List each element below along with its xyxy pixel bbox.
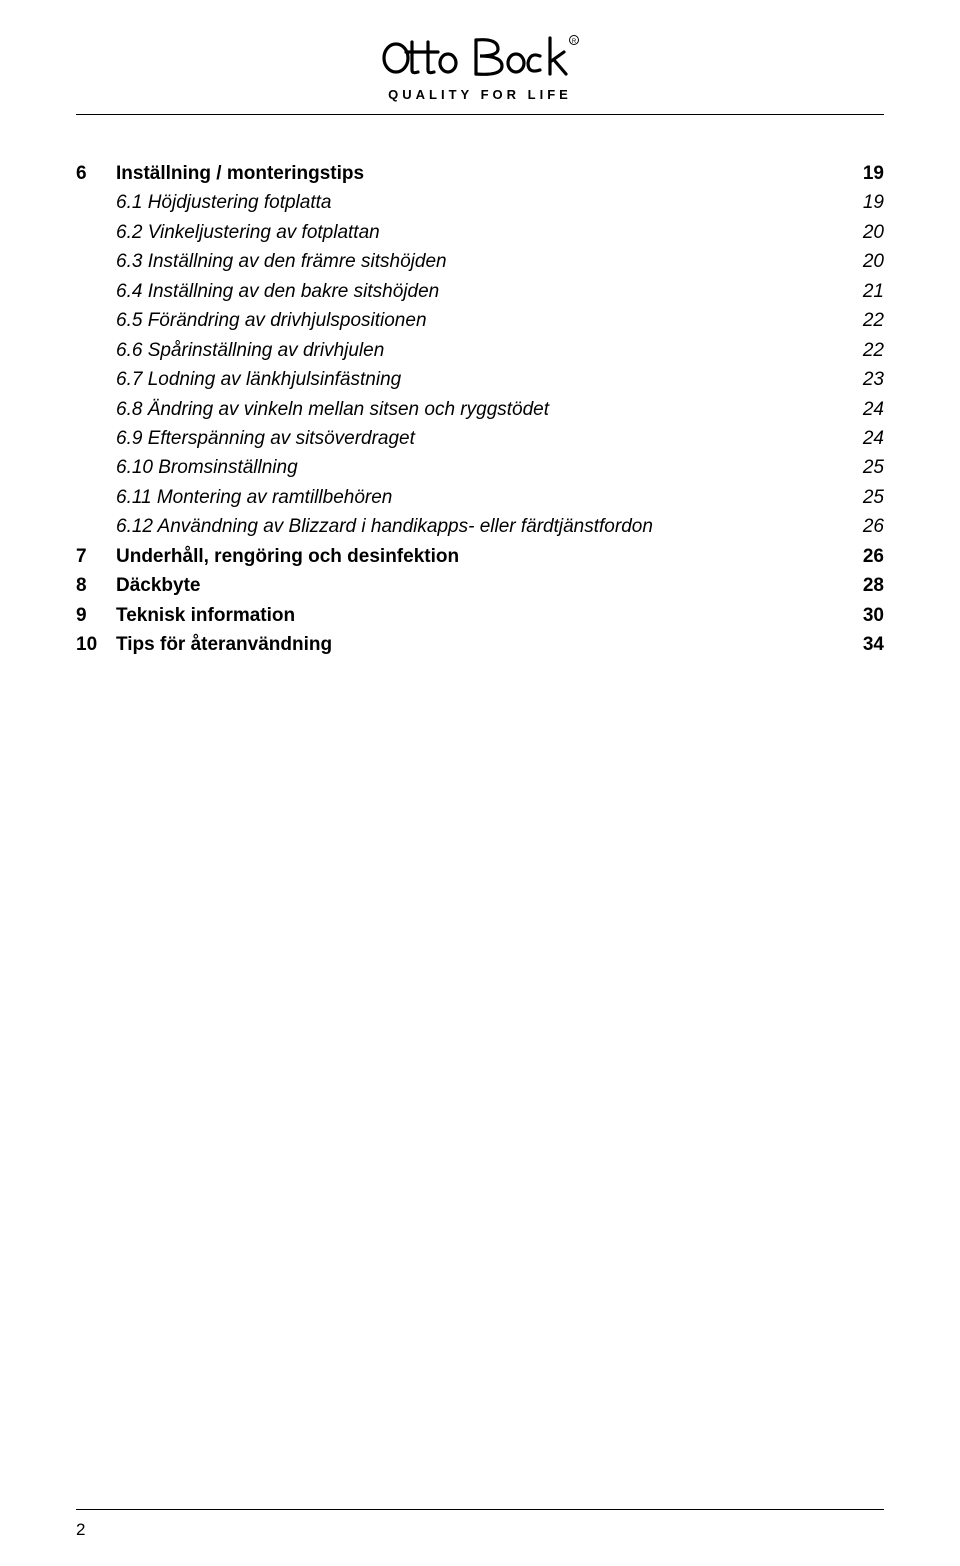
toc-entry-title: 6.5 Förändring av drivhjulspositionen (116, 306, 427, 335)
toc-chapter-number: 7 (76, 542, 116, 571)
toc-entry-title: Tips för återanvändning (116, 630, 332, 659)
toc-page-number: 25 (861, 483, 884, 512)
toc-row: 6.9 Efterspänning av sitsöverdraget 24 (76, 424, 884, 453)
toc-row: 8Däckbyte 28 (76, 571, 884, 600)
toc-entry-title: 6.4 Inställning av den bakre sitshöjden (116, 277, 439, 306)
toc-entry-title: 6.2 Vinkeljustering av fotplattan (116, 218, 380, 247)
toc-entry-title: 6.8 Ändring av vinkeln mellan sitsen och… (116, 395, 549, 424)
document-page: R QUALITY FOR LIFE 6Inställning / monter… (0, 0, 960, 1566)
toc-entry-title: 6.12 Användning av Blizzard i handikapps… (116, 512, 653, 541)
toc-row: 6.10 Bromsinställning 25 (76, 453, 884, 482)
toc-entry-title: Inställning / monteringstips (116, 159, 364, 188)
toc-page-number: 23 (861, 365, 884, 394)
toc-page-number: 25 (861, 453, 884, 482)
toc-page-number: 30 (861, 601, 884, 630)
toc-row: 9Teknisk information 30 (76, 601, 884, 630)
toc-page-number: 20 (861, 218, 884, 247)
toc-row: 6.8 Ändring av vinkeln mellan sitsen och… (76, 395, 884, 424)
toc-page-number: 20 (861, 247, 884, 276)
toc-entry-title: Teknisk information (116, 601, 295, 630)
toc-entry-title: 6.9 Efterspänning av sitsöverdraget (116, 424, 415, 453)
toc-entry-title: 6.3 Inställning av den främre sitshöjden (116, 247, 447, 276)
toc-page-number: 22 (861, 306, 884, 335)
toc-page-number: 24 (861, 395, 884, 424)
toc-page-number: 22 (861, 336, 884, 365)
toc-chapter-number: 9 (76, 601, 116, 630)
toc-entry-title: 6.6 Spårinställning av drivhjulen (116, 336, 384, 365)
toc-row: 7Underhåll, rengöring och desinfektion 2… (76, 542, 884, 571)
toc-page-number: 34 (861, 630, 884, 659)
toc-row: 6.5 Förändring av drivhjulspositionen 22 (76, 306, 884, 335)
toc-row: 6.12 Användning av Blizzard i handikapps… (76, 512, 884, 541)
footer-rule (76, 1509, 884, 1510)
brand-logo-icon: R (380, 34, 580, 85)
toc-entry-title: Underhåll, rengöring och desinfektion (116, 542, 459, 571)
toc-row: 6Inställning / monteringstips 19 (76, 159, 884, 188)
toc-page-number: 26 (861, 542, 884, 571)
toc-page-number: 28 (861, 571, 884, 600)
toc-page-number: 19 (861, 188, 884, 217)
svg-text:R: R (572, 39, 577, 45)
toc-entry-title: 6.10 Bromsinställning (116, 453, 298, 482)
page-number: 2 (76, 1520, 85, 1540)
toc-page-number: 21 (861, 277, 884, 306)
toc-entry-title: 6.7 Lodning av länkhjulsinfästning (116, 365, 401, 394)
toc-row: 6.4 Inställning av den bakre sitshöjden 2… (76, 277, 884, 306)
toc-row: 6.2 Vinkeljustering av fotplattan 20 (76, 218, 884, 247)
toc-page-number: 26 (861, 512, 884, 541)
brand-header: R QUALITY FOR LIFE (76, 34, 884, 102)
toc-row: 10Tips för återanvändning 34 (76, 630, 884, 659)
toc-entry-title: 6.1 Höjdjustering fotplatta (116, 188, 331, 217)
toc-row: 6.6 Spårinställning av drivhjulen 22 (76, 336, 884, 365)
toc-row: 6.1 Höjdjustering fotplatta 19 (76, 188, 884, 217)
toc-row: 6.11 Montering av ramtillbehören 25 (76, 483, 884, 512)
toc-chapter-number: 8 (76, 571, 116, 600)
toc-entry-title: Däckbyte (116, 571, 201, 600)
table-of-contents: 6Inställning / monteringstips196.1 Höjdj… (76, 159, 884, 659)
toc-chapter-number: 6 (76, 159, 116, 188)
toc-chapter-number: 10 (76, 630, 116, 659)
toc-entry-title: 6.11 Montering av ramtillbehören (116, 483, 392, 512)
header-rule (76, 114, 884, 115)
toc-row: 6.3 Inställning av den främre sitshöjden… (76, 247, 884, 276)
toc-page-number: 24 (861, 424, 884, 453)
toc-row: 6.7 Lodning av länkhjulsinfästning 23 (76, 365, 884, 394)
toc-page-number: 19 (861, 159, 884, 188)
brand-tagline: QUALITY FOR LIFE (76, 87, 884, 102)
